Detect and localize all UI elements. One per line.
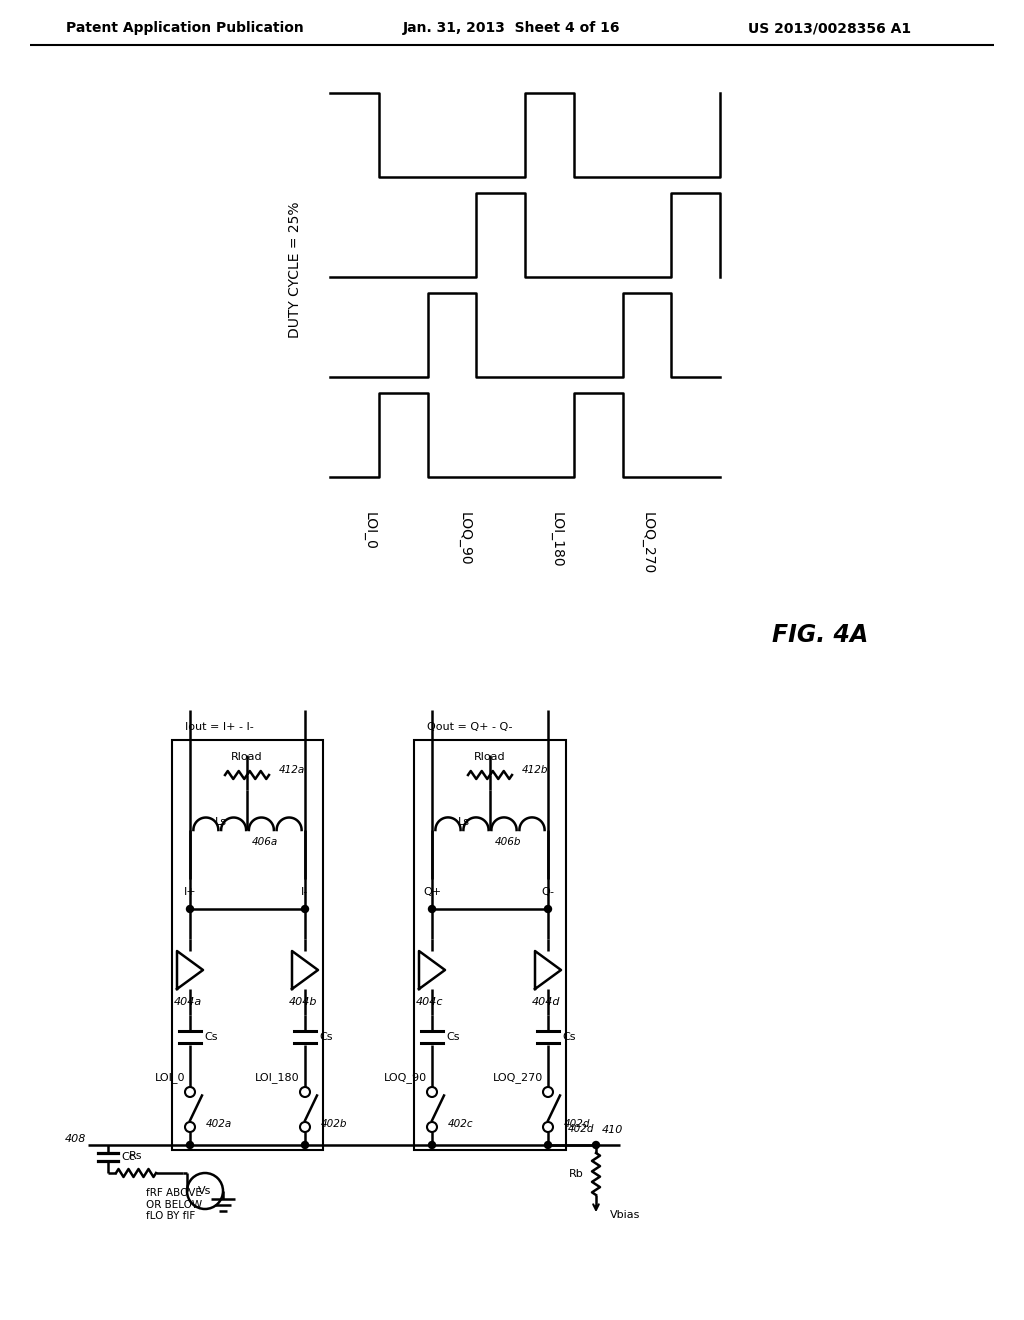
Text: 406a: 406a: [252, 837, 279, 847]
Text: 402b: 402b: [321, 1119, 347, 1129]
Text: LOQ_270: LOQ_270: [493, 1073, 543, 1084]
Text: fRF ABOVE
OR BELOW: fRF ABOVE OR BELOW: [146, 1188, 202, 1209]
Text: LOQ_90: LOQ_90: [458, 512, 472, 566]
Text: I+: I+: [183, 887, 197, 898]
Text: LOQ_270: LOQ_270: [641, 512, 655, 574]
Bar: [414, 741, 566, 1150]
Text: 402c: 402c: [449, 1119, 474, 1129]
Circle shape: [428, 1142, 435, 1148]
Text: 402a: 402a: [206, 1119, 232, 1129]
Text: 404d: 404d: [531, 997, 560, 1007]
Text: Vbias: Vbias: [610, 1210, 640, 1220]
Text: LOI_180: LOI_180: [255, 1073, 300, 1084]
Text: LOI_180: LOI_180: [550, 512, 564, 568]
Circle shape: [545, 906, 552, 912]
Text: Patent Application Publication: Patent Application Publication: [67, 21, 304, 36]
Text: 412b: 412b: [522, 766, 549, 775]
Text: LOI_0: LOI_0: [362, 512, 377, 550]
Text: 408: 408: [65, 1134, 86, 1144]
Text: Cs: Cs: [319, 1032, 333, 1041]
Text: US 2013/0028356 A1: US 2013/0028356 A1: [749, 21, 911, 36]
Text: Ls: Ls: [215, 817, 227, 828]
Text: I-: I-: [301, 887, 308, 898]
Circle shape: [186, 1142, 194, 1148]
Text: Cs: Cs: [562, 1032, 575, 1041]
Text: Rb: Rb: [569, 1170, 584, 1179]
Circle shape: [593, 1142, 599, 1148]
Text: 404a: 404a: [174, 997, 202, 1007]
Circle shape: [545, 1142, 552, 1148]
Text: LOI_0: LOI_0: [155, 1073, 185, 1084]
Text: Q-: Q-: [542, 887, 555, 898]
Text: 410: 410: [602, 1125, 624, 1135]
Text: Rs: Rs: [129, 1151, 142, 1162]
Text: Q+: Q+: [423, 887, 441, 898]
Text: 402d: 402d: [564, 1119, 591, 1129]
Text: Jan. 31, 2013  Sheet 4 of 16: Jan. 31, 2013 Sheet 4 of 16: [403, 21, 621, 36]
Text: Cs: Cs: [204, 1032, 217, 1041]
Text: LOQ_90: LOQ_90: [384, 1073, 427, 1084]
Text: Iout = I+ - I-: Iout = I+ - I-: [185, 722, 254, 733]
Text: 404b: 404b: [289, 997, 317, 1007]
Circle shape: [186, 906, 194, 912]
Text: Ls: Ls: [458, 817, 470, 828]
Text: Cs: Cs: [446, 1032, 460, 1041]
Text: DUTY CYCLE = 25%: DUTY CYCLE = 25%: [288, 202, 302, 338]
Text: 402d: 402d: [568, 1125, 595, 1134]
Text: fLO BY fIF: fLO BY fIF: [146, 1210, 196, 1221]
Bar: [172, 741, 323, 1150]
Text: Vs: Vs: [199, 1185, 212, 1196]
Text: 406b: 406b: [495, 837, 521, 847]
Circle shape: [301, 906, 308, 912]
Text: 412a: 412a: [279, 766, 305, 775]
Text: Rload: Rload: [474, 752, 506, 762]
Text: 404c: 404c: [416, 997, 443, 1007]
Text: Qout = Q+ - Q-: Qout = Q+ - Q-: [427, 722, 512, 733]
Text: Rload: Rload: [231, 752, 263, 762]
Text: FIG. 4A: FIG. 4A: [772, 623, 868, 647]
Circle shape: [301, 1142, 308, 1148]
Circle shape: [428, 906, 435, 912]
Text: Cc: Cc: [121, 1152, 135, 1162]
